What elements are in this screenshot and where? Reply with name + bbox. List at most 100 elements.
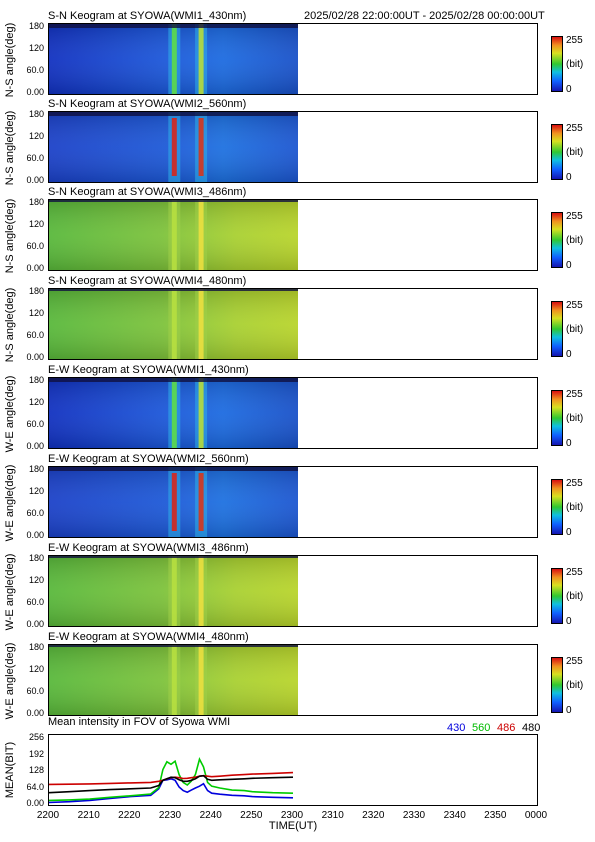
keogram-title: S-N Keogram at SYOWA(WMI1_430nm) <box>48 10 247 22</box>
colorbar-unit-label: (bit) <box>566 59 584 70</box>
y-tick-label: 180 <box>28 553 44 563</box>
y-tick-label: 60.0 <box>26 508 44 518</box>
colorbar-max-label: 255 <box>566 123 583 134</box>
colorbar-min-label: 0 <box>566 84 572 95</box>
y-tick-label: 120 <box>28 308 44 318</box>
y-tick-label: 60.0 <box>26 330 44 340</box>
colorbar-min-label: 0 <box>566 527 572 538</box>
colorbar-min-label: 0 <box>566 349 572 360</box>
auroral-arc <box>198 645 204 715</box>
y-tick-label: 120 <box>28 397 44 407</box>
y-tick-label: 180 <box>28 109 44 119</box>
mean-y-tick-label: 256 <box>28 732 44 742</box>
auroral-arc <box>171 289 177 359</box>
colorbar <box>551 568 563 624</box>
mean-intensity-panel: Mean intensity in FOV of Syowa WMI 430 5… <box>0 716 595 842</box>
colorbar <box>551 657 563 713</box>
y-axis-label: W-E angle(deg) <box>4 642 16 720</box>
y-tick-label: 120 <box>28 575 44 585</box>
keogram-panel: E-W Keogram at SYOWA(WMI1_430nm) W-E angl… <box>0 364 595 453</box>
auroral-arc <box>198 473 204 531</box>
auroral-arc <box>171 556 177 626</box>
y-tick-label: 60.0 <box>26 597 44 607</box>
y-tick-label: 120 <box>28 131 44 141</box>
y-tick-label: 60.0 <box>26 241 44 251</box>
x-tick-label: 2300 <box>280 810 304 821</box>
y-axis-label: W-E angle(deg) <box>4 375 16 453</box>
colorbar-min-label: 0 <box>566 438 572 449</box>
keogram-plot-area <box>48 288 538 360</box>
keogram-panel: E-W Keogram at SYOWA(WMI4_480nm) W-E angl… <box>0 631 595 720</box>
x-tick-label: 2250 <box>240 810 263 821</box>
y-tick-label: 180 <box>28 21 44 31</box>
mean-y-tick-label: 64.0 <box>26 782 44 792</box>
y-tick-label: 120 <box>28 664 44 674</box>
keogram-panel: S-N Keogram at SYOWA(WMI2_560nm) N-S angl… <box>0 98 595 187</box>
y-tick-label: 60.0 <box>26 153 44 163</box>
colorbar-max-label: 255 <box>566 211 583 222</box>
colorbar-min-label: 0 <box>566 616 572 627</box>
y-axis-label: N-S angle(deg) <box>4 110 16 186</box>
colorbar-max-label: 255 <box>566 656 583 667</box>
series-line-480 <box>48 774 294 794</box>
y-tick-label: 60.0 <box>26 686 44 696</box>
auroral-arc <box>171 118 177 176</box>
legend-430: 430 <box>447 722 466 734</box>
colorbar-max-label: 255 <box>566 300 583 311</box>
colorbar-unit-label: (bit) <box>566 502 584 513</box>
colorbar-unit-label: (bit) <box>566 147 584 158</box>
colorbar-max-label: 255 <box>566 35 583 46</box>
auroral-arc <box>171 200 177 270</box>
y-tick-label: 0.00 <box>26 441 44 451</box>
keogram-image <box>49 112 298 182</box>
time-range-header: 2025/02/28 22:00:00UT - 2025/02/28 00:00… <box>304 10 545 22</box>
y-tick-label: 0.00 <box>26 352 44 362</box>
keogram-plot-area <box>48 23 538 95</box>
colorbar-unit-label: (bit) <box>566 680 584 691</box>
auroral-arc <box>171 473 177 531</box>
x-tick-label: 2220 <box>118 810 141 821</box>
y-axis-label: W-E angle(deg) <box>4 553 16 631</box>
series-line-560 <box>48 756 294 802</box>
colorbar-min-label: 0 <box>566 172 572 183</box>
y-tick-label: 120 <box>28 486 44 496</box>
x-tick-label: 2240 <box>199 810 222 821</box>
y-tick-label: 120 <box>28 43 44 53</box>
auroral-arc <box>171 645 177 715</box>
keogram-panel: S-N Keogram at SYOWA(WMI4_480nm) N-S angl… <box>0 275 595 364</box>
y-tick-label: 0.00 <box>26 530 44 540</box>
keogram-image <box>49 200 298 270</box>
x-axis-label: TIME(UT) <box>268 820 318 832</box>
series-line-430 <box>48 777 294 804</box>
keogram-plot-area <box>48 555 538 627</box>
auroral-arc <box>198 289 204 359</box>
y-axis-label: N-S angle(deg) <box>4 22 16 98</box>
y-tick-label: 0.00 <box>26 87 44 97</box>
colorbar <box>551 212 563 268</box>
keogram-panel: E-W Keogram at SYOWA(WMI3_486nm) W-E angl… <box>0 542 595 631</box>
keogram-title: S-N Keogram at SYOWA(WMI2_560nm) <box>48 98 247 110</box>
legend-480: 480 <box>522 722 541 734</box>
keogram-image <box>49 556 298 626</box>
x-tick-label: 2350 <box>484 810 507 821</box>
colorbar-max-label: 255 <box>566 567 583 578</box>
y-tick-label: 180 <box>28 464 44 474</box>
keogram-image <box>49 24 298 94</box>
keogram-panel: E-W Keogram at SYOWA(WMI2_560nm) W-E angl… <box>0 453 595 542</box>
keogram-plot-area <box>48 644 538 716</box>
y-tick-label: 180 <box>28 642 44 652</box>
keogram-title: S-N Keogram at SYOWA(WMI4_480nm) <box>48 275 247 287</box>
y-tick-label: 0.00 <box>26 619 44 629</box>
mean-plot-area <box>48 734 538 806</box>
colorbar-max-label: 255 <box>566 478 583 489</box>
colorbar-unit-label: (bit) <box>566 591 584 602</box>
auroral-arc <box>171 378 177 448</box>
keogram-image <box>49 378 298 448</box>
mean-y-label: MEAN(BIT) <box>4 741 16 799</box>
auroral-arc <box>198 556 204 626</box>
keogram-plot-area <box>48 111 538 183</box>
keogram-image <box>49 645 298 715</box>
y-axis-label: W-E angle(deg) <box>4 464 16 542</box>
colorbar <box>551 36 563 92</box>
y-tick-label: 60.0 <box>26 419 44 429</box>
